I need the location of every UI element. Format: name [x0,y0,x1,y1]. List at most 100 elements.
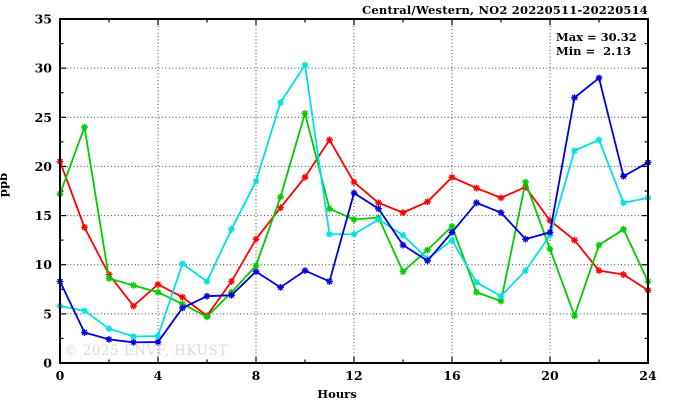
series-blue-marker [130,338,137,346]
series-blue-marker [228,291,235,299]
series-cyan-line [59,62,649,338]
y-tick-label: 35 [35,12,52,27]
series-cyan-marker [595,136,603,144]
y-tick-label: 25 [35,110,52,125]
series-red-marker [326,136,333,144]
series-green-marker [620,225,627,233]
series-red-marker [228,278,235,285]
max-label: Max = 30.32 [556,30,637,44]
series-green-marker [473,288,480,296]
series-green-marker [252,262,260,270]
y-tick-label: 30 [35,61,53,76]
series-cyan-marker [620,199,627,207]
series-blue-marker [154,338,162,346]
series-cyan-marker [277,99,284,106]
series-red-marker [277,204,284,212]
plot-border [59,18,649,364]
series-red-marker [424,198,431,206]
series-red-marker [595,267,603,275]
series-blue-marker [595,74,603,82]
y-tick-label: 0 [43,356,52,371]
series-blue-marker [497,209,505,217]
x-tick-label: 16 [443,368,461,383]
series-red-marker [301,173,309,181]
series-red-marker [620,271,627,278]
y-tick-label: 10 [35,257,53,272]
series-red-marker [546,217,554,224]
series-cyan-marker [497,292,505,300]
series-red-marker [179,293,186,301]
x-tick-label: 12 [345,368,362,383]
series-blue-marker [301,267,309,275]
series-cyan-marker [154,332,162,340]
series-cyan-marker [522,267,529,275]
series-red-marker [448,173,456,181]
series-green-marker [350,216,358,223]
series-blue-marker [375,205,382,213]
y-tick-label: 15 [35,208,52,223]
series-green-marker [571,312,578,320]
max-min-annotation: Max = 30.32 Min = 2.13 [556,30,637,58]
series-green-marker [81,123,88,131]
series-blue-marker [203,292,211,300]
x-tick-label: 24 [639,368,657,383]
series-green-marker [154,288,162,296]
series-green-marker [546,245,554,253]
series-red-marker [81,223,88,231]
series-red-marker [571,236,578,244]
series-cyan-marker [203,278,211,285]
series-red-marker [252,235,260,243]
series-green-marker [130,281,137,289]
series-cyan-marker [228,225,235,233]
series-green-marker [497,297,505,305]
series-blue-marker [105,336,113,343]
y-axis-label: ppb [0,172,11,198]
series-red-marker [375,199,382,207]
series-cyan-marker [179,260,186,268]
series-cyan-marker [399,231,407,239]
series-cyan-marker [448,236,456,244]
min-label: Min = 2.13 [556,44,632,58]
series-blue-marker [620,172,627,180]
series-cyan-marker [252,177,260,185]
series-green-marker [522,178,529,186]
series-blue-marker [277,283,284,291]
chart-title: Central/Western, NO2 20220511-20220514 [362,3,648,17]
x-tick-label: 0 [56,368,65,383]
series-green-marker [105,275,113,282]
series-cyan-marker [301,61,309,69]
series-red-marker [350,178,358,186]
series-red-marker [130,302,137,310]
x-tick-label: 8 [252,368,261,383]
series-cyan-marker [105,325,113,332]
series-blue-marker [448,228,456,236]
series-blue-marker [522,235,529,243]
series-green-marker [277,193,284,201]
y-tick-label: 20 [35,159,53,174]
x-tick-label: 20 [541,368,559,383]
series-cyan-marker [81,307,88,315]
series-green-line [59,109,649,319]
series-cyan-marker [571,147,578,155]
series-blue-marker [350,189,358,197]
series-blue-marker [81,329,88,336]
series-blue-marker [546,228,554,236]
series-cyan-marker [350,230,358,238]
watermark: © 2025 ENVF, HKUST [64,343,228,359]
series-red-marker [473,184,480,192]
series-green-marker [448,222,456,230]
series-blue-marker [252,268,260,275]
x-axis-label: Hours [317,387,357,401]
series-green-marker [424,246,431,254]
series-green-marker [326,205,333,213]
series-blue-marker [424,257,431,265]
series-red-marker [497,194,505,202]
series-red-marker [522,183,529,191]
series-green-marker [179,300,186,308]
series-blue-marker [179,304,186,312]
series-blue-marker [473,199,480,207]
series-red-marker [399,209,407,217]
series-red-marker [154,280,162,288]
series-cyan-marker [326,230,333,238]
